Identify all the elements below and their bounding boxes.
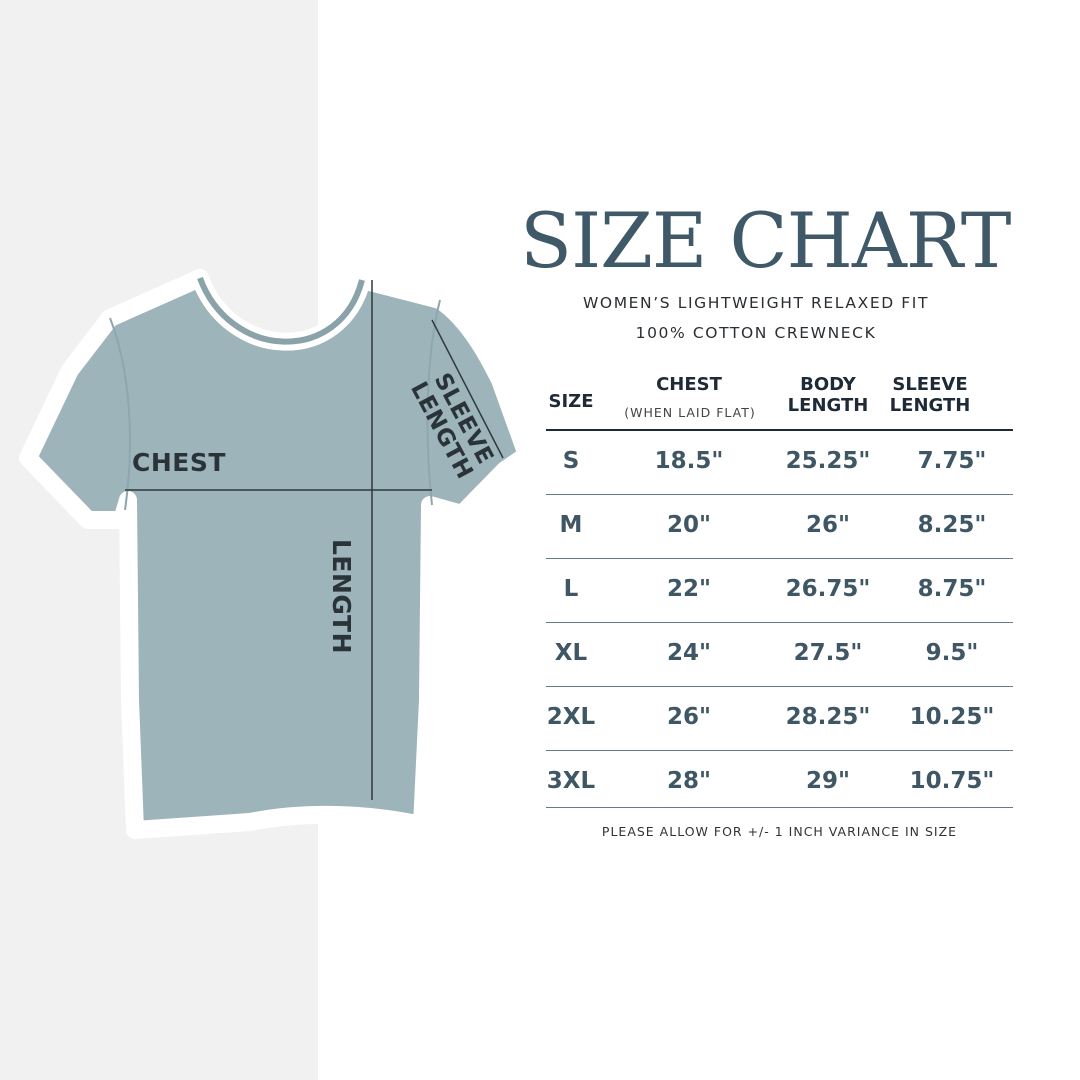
header-chest-note: (WHEN LAID FLAT) bbox=[624, 405, 756, 420]
cell-sleeve: 10.25" bbox=[909, 704, 995, 730]
cell-sleeve: 8.75" bbox=[917, 576, 987, 602]
header-body-length: BODY LENGTH bbox=[778, 374, 878, 416]
variance-note: PLEASE ALLOW FOR +/- 1 INCH VARIANCE IN … bbox=[601, 824, 958, 839]
header-size: SIZE bbox=[548, 391, 594, 412]
cell-size: S bbox=[562, 448, 580, 474]
cell-sleeve: 7.75" bbox=[917, 448, 987, 474]
cell-sleeve: 9.5" bbox=[925, 640, 979, 666]
header-body-line1: BODY bbox=[800, 374, 856, 395]
cell-body: 28.25" bbox=[785, 704, 871, 730]
sleeve-seam-left bbox=[109, 317, 131, 511]
header-chest: CHEST bbox=[656, 374, 722, 395]
sleeve-seam-right bbox=[426, 299, 441, 506]
cell-size: L bbox=[563, 576, 579, 602]
chest-label: CHEST bbox=[132, 448, 226, 477]
header-rule bbox=[546, 429, 1013, 431]
cell-chest: 28" bbox=[667, 768, 711, 794]
row-divider bbox=[546, 558, 1013, 559]
cell-body: 25.25" bbox=[785, 448, 871, 474]
cell-body: 27.5" bbox=[793, 640, 863, 666]
cell-chest: 20" bbox=[667, 512, 711, 538]
cell-sleeve: 10.75" bbox=[909, 768, 995, 794]
cell-size: 2XL bbox=[546, 704, 596, 730]
cell-chest: 18.5" bbox=[654, 448, 724, 474]
cell-chest: 24" bbox=[667, 640, 711, 666]
cell-chest: 22" bbox=[667, 576, 711, 602]
row-divider bbox=[546, 750, 1013, 751]
cell-chest: 26" bbox=[667, 704, 711, 730]
header-sleeve-line1: SLEEVE bbox=[892, 374, 968, 395]
cell-sleeve: 8.25" bbox=[917, 512, 987, 538]
subtitle-line1: WOMEN’S LIGHTWEIGHT RELAXED FIT bbox=[582, 294, 930, 312]
tshirt-collar bbox=[197, 276, 365, 345]
page-title: SIZE CHART bbox=[520, 196, 1011, 285]
cell-size: XL bbox=[554, 640, 588, 666]
row-divider bbox=[546, 622, 1013, 623]
cell-size: 3XL bbox=[546, 768, 596, 794]
cell-body: 29" bbox=[806, 768, 850, 794]
row-divider bbox=[546, 807, 1013, 808]
cell-body: 26.75" bbox=[785, 576, 871, 602]
sleeve-measure-line bbox=[431, 319, 504, 459]
header-body-line2: LENGTH bbox=[787, 395, 869, 416]
header-sleeve-length: SLEEVE LENGTH bbox=[880, 374, 980, 416]
subtitle-line2: 100% COTTON CREWNECK bbox=[635, 324, 877, 342]
length-label: LENGTH bbox=[327, 539, 356, 654]
cell-body: 26" bbox=[806, 512, 850, 538]
row-divider bbox=[546, 494, 1013, 495]
cell-size: M bbox=[559, 512, 583, 538]
header-sleeve-line2: LENGTH bbox=[889, 395, 971, 416]
row-divider bbox=[546, 686, 1013, 687]
